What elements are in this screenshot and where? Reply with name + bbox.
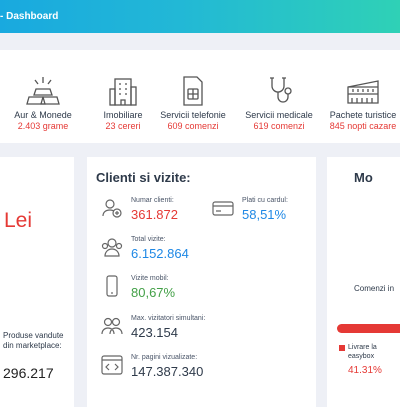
clients-visits-card: Clienti si vizite: Numar clienti: 361.87…: [87, 157, 316, 407]
page-title: - Dashboard: [0, 11, 59, 22]
orders-progress-bar: [337, 324, 400, 333]
category-value: 609 comenzi: [167, 121, 219, 131]
category-label: Servicii medicale: [245, 110, 313, 120]
category-label: Aur & Monede: [14, 110, 72, 120]
category-gold[interactable]: Aur & Monede 2.403 grame: [0, 75, 88, 132]
group-icon: [101, 317, 123, 335]
orders-card-title: Mo: [354, 170, 373, 185]
legend-value: 41.31%: [348, 365, 382, 376]
category-travel[interactable]: Pachete turistice 845 nopti cazare: [318, 75, 400, 132]
stat-label: Vizite mobil:: [131, 275, 169, 282]
add-user-icon: [102, 199, 122, 218]
code-window-icon: [101, 355, 123, 375]
users-icon: [101, 238, 123, 257]
legend-swatch: [339, 345, 345, 351]
colosseum-icon: [347, 80, 379, 104]
category-real-estate[interactable]: Imobiliare 23 cereri: [78, 75, 168, 132]
mobile-icon: [106, 275, 118, 297]
gold-bars-icon: [26, 77, 60, 105]
products-sold-label: Produse vandute din marketplace:: [3, 331, 64, 350]
category-value: 23 cereri: [105, 121, 141, 131]
stat-label: Nr. pagini vizualizate:: [131, 354, 198, 361]
stat-label: Numar clienti:: [131, 197, 174, 204]
category-label: Pachete turistice: [329, 110, 397, 120]
category-strip: Aur & Monede 2.403 grame Imobiliare 23 c…: [0, 50, 400, 143]
sales-card: Lei Produse vandute din marketplace: 296…: [0, 157, 74, 407]
category-value: 845 nopti cazare: [329, 121, 397, 131]
category-telephony[interactable]: Servicii telefonie 609 comenzi: [148, 75, 238, 132]
sales-currency: Lei: [4, 209, 33, 232]
category-value: 2.403 grame: [17, 121, 69, 131]
stat-value: 423.154: [131, 325, 178, 340]
stat-label: Max. vizitatori simultani:: [131, 315, 206, 322]
category-label: Imobiliare: [103, 110, 143, 120]
stat-label: Plati cu cardul:: [242, 197, 288, 204]
stethoscope-icon: [270, 77, 292, 103]
top-header-bar: - Dashboard: [0, 0, 400, 33]
products-sold-value: 296.217: [3, 365, 54, 381]
stat-value: 147.387.340: [131, 364, 204, 379]
credit-card-icon: [212, 201, 234, 216]
stat-value: 58,51%: [242, 207, 287, 222]
stat-value: 6.152.864: [131, 246, 189, 261]
clients-visits-title: Clienti si vizite:: [96, 170, 191, 185]
stat-value: 80,67%: [131, 285, 176, 300]
building-icon: [109, 78, 137, 106]
category-label: Servicii telefonie: [160, 110, 226, 120]
category-medical[interactable]: Servicii medicale 619 comenzi: [234, 75, 324, 132]
stat-label: Total vizite:: [131, 236, 166, 243]
sim-card-icon: [183, 76, 203, 106]
category-value: 619 comenzi: [253, 121, 305, 131]
orders-card: Mo Comenzi in Livrare la easybox 41.31%: [327, 157, 400, 407]
stat-value: 361.872: [131, 207, 178, 222]
orders-chart-label: Comenzi in: [354, 284, 395, 293]
legend-label: Livrare la easybox: [348, 344, 377, 360]
